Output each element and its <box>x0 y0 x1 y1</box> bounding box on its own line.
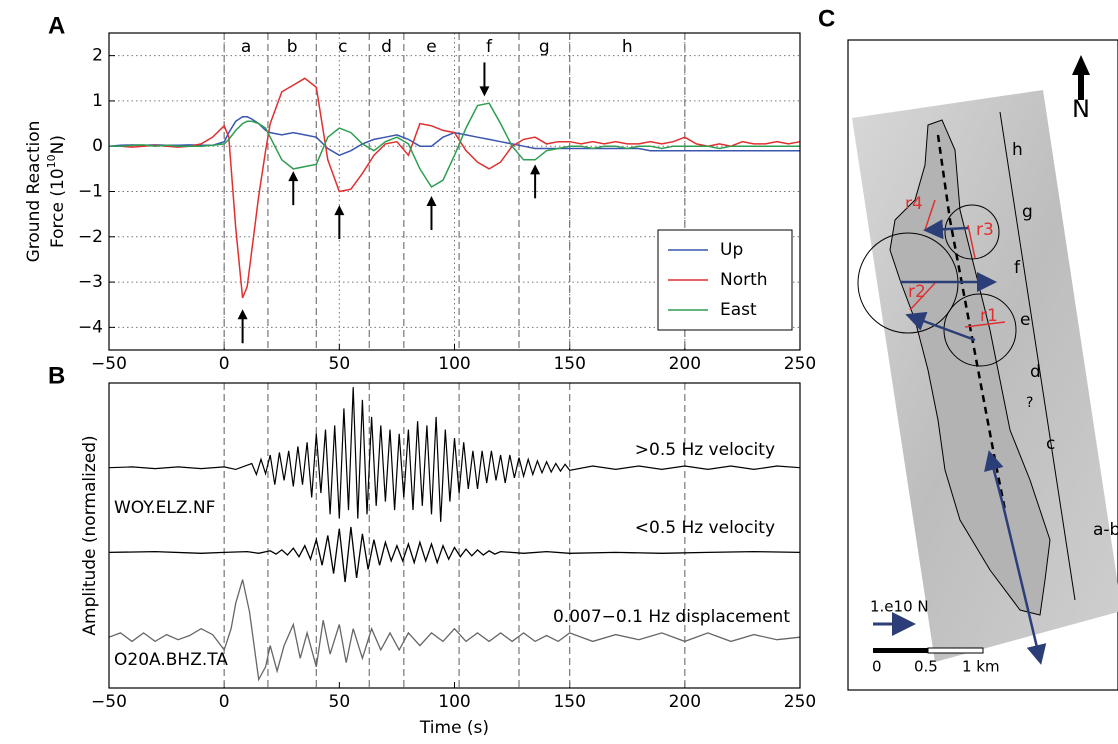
x-tick-label: 200 <box>669 354 701 374</box>
trace-line <box>108 526 801 583</box>
trace-label: >0.5 Hz velocity <box>635 440 775 460</box>
force-arrow <box>984 450 1005 506</box>
force-arrow <box>923 219 969 240</box>
series-line <box>109 77 801 299</box>
legend-label: Up <box>720 240 743 260</box>
plot-frame <box>108 382 801 689</box>
x-tick-label: 200 <box>669 692 701 712</box>
north-arrow <box>1072 55 1090 100</box>
y-tick-label: 2 <box>92 46 103 66</box>
slide-outline <box>889 119 1051 616</box>
north-label: N <box>1072 95 1090 123</box>
x-tick-label: 0 <box>219 692 230 712</box>
x-tick-label: 0 <box>219 354 230 374</box>
y-axis-label-sup: 10 <box>45 154 58 168</box>
annotation-arrowhead <box>237 309 248 320</box>
trace-label: <0.5 Hz velocity <box>635 518 775 538</box>
plot-frame <box>108 32 801 351</box>
segment-label: e <box>426 37 436 57</box>
radius-line <box>964 321 1006 328</box>
trace-line <box>108 579 801 682</box>
x-tick-label: −50 <box>91 354 127 374</box>
y-tick-label: 1 <box>92 91 103 111</box>
x-tick-label: −50 <box>91 692 127 712</box>
annotation-arrowhead <box>426 196 437 207</box>
segment-label: ? <box>1026 395 1033 411</box>
legend-label: East <box>720 300 757 320</box>
segment-label: b <box>287 37 298 57</box>
y-axis-label: Amplitude (normalized) <box>80 435 100 635</box>
panel-label: A <box>48 12 65 39</box>
radius-label: r3 <box>976 220 994 240</box>
segment-label: d <box>381 37 392 57</box>
panel-label: B <box>48 362 65 389</box>
segment-label: d <box>1030 362 1041 382</box>
y-tick-label: −2 <box>78 227 103 247</box>
x-tick-label: 100 <box>438 354 470 374</box>
segment-label: e <box>1020 310 1030 330</box>
y-tick-label: −1 <box>78 182 103 202</box>
trace-label: 0.007−0.1 Hz displacement <box>553 607 790 627</box>
x-tick-label: 150 <box>553 354 585 374</box>
circle <box>943 293 1017 367</box>
radius-line <box>909 282 936 311</box>
series-line <box>109 102 800 189</box>
y-tick-label: −3 <box>78 272 103 292</box>
y-tick-label: −4 <box>78 317 103 337</box>
radius-label: r2 <box>908 282 926 302</box>
legend-label: North <box>720 270 768 290</box>
force-arrow <box>1001 504 1047 665</box>
x-tick-label: 150 <box>553 692 585 712</box>
scale-label: 0.5 <box>914 658 938 676</box>
segment-label: c <box>338 37 347 57</box>
radius-label: r1 <box>980 306 998 326</box>
segment-label: a-b <box>1093 520 1118 540</box>
scale-bar <box>873 648 928 653</box>
x-tick-label: 100 <box>438 692 470 712</box>
map-panel: C N h g f e d ? c a-b r1 r2 r3 r4 1.e10 … <box>818 5 1118 691</box>
segment-label: g <box>539 37 550 57</box>
y-axis-label: Force (1010N) <box>45 135 68 248</box>
x-axis-label: Time (s) <box>419 718 489 738</box>
y-axis-label-part: N) <box>48 135 68 154</box>
radius-label: r4 <box>905 194 923 214</box>
segment-label: a <box>241 37 251 57</box>
segment-axis <box>999 111 1076 601</box>
segment-label: g <box>1022 202 1033 222</box>
circle <box>944 204 1000 260</box>
scale-label: 1 km <box>962 658 1000 676</box>
y-axis-label: Ground Reaction <box>24 121 44 263</box>
force-scale-label: 1.e10 N <box>870 598 929 616</box>
trace-line <box>108 387 801 522</box>
segment-label: h <box>1012 140 1023 160</box>
x-tick-label: 50 <box>329 354 351 374</box>
scale-label: 0 <box>872 658 882 676</box>
series-line <box>108 116 800 157</box>
x-tick-label: 250 <box>784 354 816 374</box>
segment-label: f <box>486 37 493 57</box>
panel-label: C <box>818 5 835 32</box>
station-label: O20A.BHZ.TA <box>114 650 228 670</box>
segment-label: h <box>622 37 633 57</box>
station-label: WOY.ELZ.NF <box>114 498 215 518</box>
force-arrow <box>905 311 976 342</box>
scale-bar <box>927 647 984 654</box>
y-axis-label-part: Force (10 <box>48 168 68 248</box>
x-tick-label: 50 <box>329 692 351 712</box>
x-tick-label: 250 <box>784 692 816 712</box>
segment-label: f <box>1014 258 1021 278</box>
annotation-arrowhead <box>288 171 299 182</box>
annotation-arrowhead <box>334 205 345 216</box>
segment-label: c <box>1046 434 1055 454</box>
annotation-arrowhead <box>479 86 490 97</box>
radius-line <box>967 224 976 259</box>
annotation-arrowhead <box>530 164 541 175</box>
y-tick-label: 0 <box>92 136 103 156</box>
